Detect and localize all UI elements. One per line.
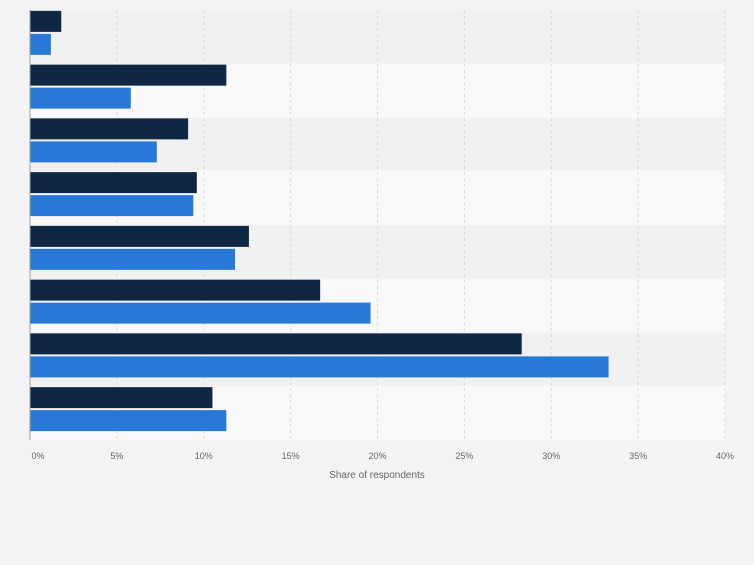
x-tick-label: 10%: [195, 451, 213, 461]
bar-series-1: [30, 387, 213, 409]
bar-series-1: [30, 10, 62, 32]
bar-series-2: [30, 195, 194, 217]
bar-series-1: [30, 279, 321, 301]
bar-series-2: [30, 141, 157, 163]
bar-series-2: [30, 87, 131, 109]
x-axis-label: Share of respondents: [329, 470, 425, 481]
x-tick-label: 20%: [368, 451, 386, 461]
bar-series-2: [30, 356, 609, 378]
x-tick-label: 35%: [629, 451, 647, 461]
x-tick-label: 30%: [542, 451, 560, 461]
x-tick-label: 0%: [31, 451, 44, 461]
bar-series-2: [30, 302, 371, 324]
bar-series-2: [30, 33, 51, 55]
x-tick-label: 5%: [110, 451, 123, 461]
x-tick-labels: 0% 5% 10% 15% 20% 25% 30% 35% 40%: [31, 451, 734, 461]
bars: [30, 10, 609, 432]
bar-series-2: [30, 248, 236, 270]
bar-series-2: [30, 410, 227, 432]
bar-series-1: [30, 172, 197, 194]
x-tick-label: 15%: [282, 451, 300, 461]
bar-series-1: [30, 118, 189, 140]
bar-series-1: [30, 333, 522, 355]
bar-series-1: [30, 225, 249, 247]
x-tick-label: 25%: [455, 451, 473, 461]
bar-series-1: [30, 64, 227, 86]
x-tick-label: 40%: [716, 451, 734, 461]
